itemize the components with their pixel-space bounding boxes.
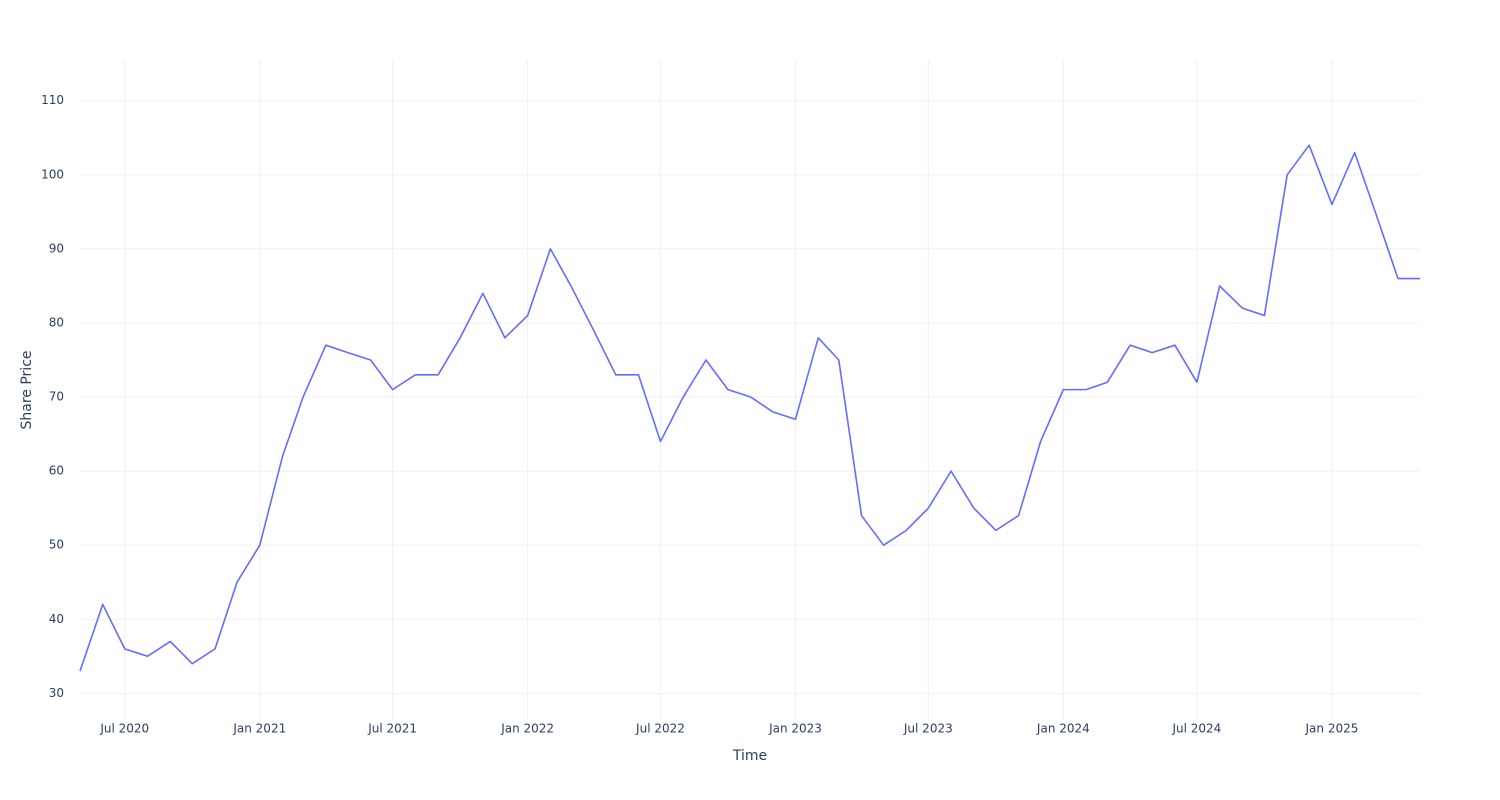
y-tick-label: 40 (49, 612, 64, 626)
x-tick-label: Jul 2021 (367, 722, 417, 736)
price-line (79, 144, 1420, 672)
y-tick-label: 60 (49, 464, 64, 478)
x-tick-label: Jul 2022 (635, 722, 685, 736)
y-tick-label: 110 (41, 93, 64, 107)
x-tick-label: Jan 2025 (1305, 722, 1359, 736)
y-tick-label: 90 (49, 241, 64, 255)
x-tick-label: Jan 2024 (1036, 722, 1090, 736)
y-tick-label: 30 (49, 686, 64, 700)
y-tick-label: 70 (49, 390, 64, 404)
y-axis-title: Share Price (19, 350, 35, 429)
y-tick-label: 50 (49, 538, 64, 552)
x-tick-label: Jul 2023 (903, 722, 953, 736)
x-tick-label: Jul 2020 (99, 722, 149, 736)
x-tick-label: Jan 2022 (500, 722, 554, 736)
x-axis-title: Time (732, 748, 767, 764)
y-tick-label: 100 (41, 167, 64, 181)
y-tick-label: 80 (49, 315, 64, 329)
x-tick-label: Jan 2021 (232, 722, 286, 736)
x-tick-label: Jan 2023 (768, 722, 822, 736)
x-tick-label: Jul 2024 (1171, 722, 1221, 736)
